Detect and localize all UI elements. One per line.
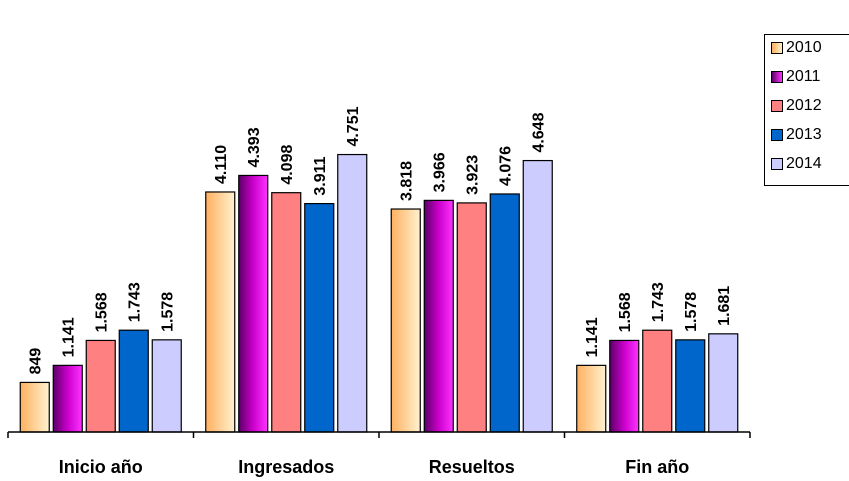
legend-label-2013: 2013 xyxy=(786,126,822,143)
value-label-2010-1: 4.110 xyxy=(213,145,230,184)
bar-2012-3 xyxy=(642,329,673,433)
value-label-2011-0: 1.141 xyxy=(61,317,78,357)
bar-2012-2 xyxy=(456,202,487,433)
value-label-2010-2: 3.818 xyxy=(399,161,416,201)
bar-2011-1 xyxy=(238,174,269,433)
value-label-2013-1: 3.911 xyxy=(312,156,329,195)
bar-2013-2 xyxy=(489,193,520,433)
bar-2011-2 xyxy=(423,199,454,433)
bar-2014-0 xyxy=(151,339,182,433)
bars-group xyxy=(19,153,739,433)
bar-2014-1 xyxy=(337,153,368,433)
legend-label-2010: 2010 xyxy=(786,39,822,56)
legend-label-2012: 2012 xyxy=(786,97,822,114)
legend-swatch-2012 xyxy=(771,100,783,112)
x-axis xyxy=(7,431,751,438)
legend: 2010 2011 2012 2013 2014 xyxy=(764,34,849,186)
category-label-1: Ingresados xyxy=(238,457,334,477)
value-label-2012-3: 1.743 xyxy=(650,282,667,322)
legend-label-2011: 2011 xyxy=(786,68,821,85)
category-label-2: Resueltos xyxy=(429,457,515,477)
bar-2011-3 xyxy=(609,339,640,433)
value-label-2011-1: 4.393 xyxy=(246,127,263,167)
bar-2012-0 xyxy=(85,339,116,433)
bar-2010-0 xyxy=(19,381,50,433)
value-label-2014-0: 1.578 xyxy=(160,292,177,332)
value-label-2012-1: 4.098 xyxy=(279,145,296,185)
value-label-2011-2: 3.966 xyxy=(432,152,449,192)
legend-item-2014: 2014 xyxy=(771,155,822,173)
bar-2012-1 xyxy=(271,192,302,433)
legend-label-2014: 2014 xyxy=(786,155,822,172)
legend-item-2013: 2013 xyxy=(771,126,822,144)
legend-swatch-2011 xyxy=(771,71,783,83)
value-label-2010-3: 1.141 xyxy=(584,317,601,357)
bar-2010-3 xyxy=(576,364,607,433)
legend-swatch-2010 xyxy=(771,42,783,54)
value-label-2014-3: 1.681 xyxy=(716,286,733,326)
legend-swatch-2013 xyxy=(771,129,783,141)
value-label-2012-2: 3.923 xyxy=(465,155,482,195)
value-label-2010-0: 849 xyxy=(28,348,45,375)
bar-2010-1 xyxy=(205,191,236,433)
category-label-3: Fin año xyxy=(625,457,689,477)
bar-2013-1 xyxy=(304,202,335,433)
value-label-2014-2: 4.648 xyxy=(531,112,548,152)
value-label-2013-0: 1.743 xyxy=(127,282,144,322)
value-label-2014-1: 4.751 xyxy=(345,106,362,146)
bar-2010-2 xyxy=(390,208,421,433)
legend-swatch-2014 xyxy=(771,158,783,170)
bar-2011-0 xyxy=(52,364,83,433)
category-label-0: Inicio año xyxy=(59,457,143,477)
value-label-2012-0: 1.568 xyxy=(94,292,111,332)
legend-item-2010: 2010 xyxy=(771,39,822,57)
bar-2013-0 xyxy=(118,329,149,433)
bar-2014-2 xyxy=(522,159,553,433)
category-labels-group: Inicio año Ingresados Resueltos Fin año xyxy=(59,457,690,477)
legend-item-2012: 2012 xyxy=(771,97,822,115)
bar-2013-3 xyxy=(675,339,706,433)
value-label-2013-3: 1.578 xyxy=(683,292,700,332)
value-label-2011-3: 1.568 xyxy=(617,292,634,332)
bar-2014-3 xyxy=(708,333,739,433)
value-label-2013-2: 4.076 xyxy=(498,146,515,186)
value-labels-group: 849 1.141 1.568 1.743 1.578 4.110 4.393 4.098 3.… xyxy=(28,106,734,374)
legend-item-2011: 2011 xyxy=(771,68,820,86)
